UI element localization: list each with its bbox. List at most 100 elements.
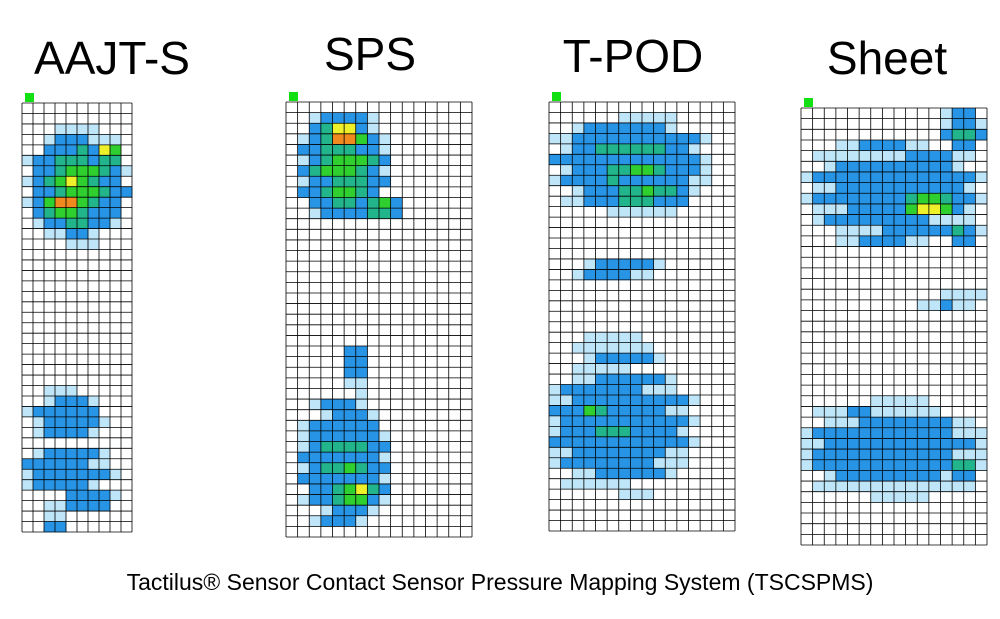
pressure-cell [676,394,689,406]
pressure-cell [653,196,666,207]
pressure-cell [344,409,357,421]
pressure-cell [870,427,883,439]
pressure-cell [905,225,918,237]
pressure-cell [630,154,643,166]
pressure-cell [859,139,872,151]
pressure-cell [618,436,631,448]
pressure-cell [642,143,654,155]
pressure-cell [344,483,357,495]
pressure-cell [894,406,906,418]
pressure-cell [630,394,643,406]
pressure-cell [355,441,368,453]
pressure-cell [928,427,941,439]
panel-title: SPS [324,28,416,80]
pressure-cell [66,469,78,480]
pressure-cell [812,427,825,439]
pressure-cell [99,448,111,460]
pressure-cell [572,447,585,459]
pressure-cell [583,133,596,145]
pressure-cell [88,155,100,167]
pressure-cell [952,235,965,247]
pressure-cell [55,207,67,219]
pressure-cell [367,208,380,220]
pressure-cell [824,427,837,439]
pressure-cell [99,207,111,219]
pressure-cell [905,395,918,407]
pressure-cell [847,470,860,482]
pressure-cell [688,415,701,427]
pressure-cell [665,457,678,469]
caption: Tactilus® Sensor Contact Sensor Pressure… [127,569,874,595]
pressure-cell [309,515,322,527]
pressure-cell [824,438,837,450]
pressure-cell [653,133,666,145]
pressure-cell [665,426,678,438]
pressure-cell [653,384,666,396]
pressure-cell [894,438,906,450]
pressure-cell [859,171,872,183]
pressure-cell [320,494,333,506]
pressure-cell [88,134,100,146]
pressure-cell [77,134,89,146]
pressure-cell [88,416,100,428]
pressure-cell [572,478,585,490]
pressure-cell [595,122,608,134]
pressure-cell [66,385,78,397]
pressure-cell [332,208,345,220]
pressure-cell [618,457,631,469]
pressure-cell [812,171,825,183]
pressure-cell [688,436,701,448]
pressure-cell [801,438,813,450]
pressure-cell [44,165,56,177]
pressure-cell [870,171,883,183]
pressure-cell [309,155,322,166]
pressure-cell [870,139,883,151]
pressure-cell [367,155,380,166]
pressure-cell [894,161,906,173]
pressure-cell [595,363,608,375]
pressure-cell [917,395,930,407]
pressure-cell [928,406,941,418]
pressure-cell [55,134,67,146]
pressure-cell [642,196,654,207]
pressure-cell [665,133,678,145]
pressure-cell [607,405,620,417]
pressure-cell [905,491,918,503]
pressure-cell [607,478,620,490]
pressure-cell [44,521,56,533]
pressure-cell [320,473,333,485]
pressure-cell [642,415,654,427]
pressure-cell [560,457,573,469]
pressure-cell [940,161,953,173]
pressure-cell [618,384,631,396]
pressure-cell [952,449,965,461]
pressure-cell [882,193,895,205]
pressure-cell [22,469,34,480]
pressure-cell [653,175,666,187]
pressure-cell [549,154,561,166]
pressure-cell [355,409,368,421]
pressure-cell [618,342,631,354]
pressure-cell [905,161,918,173]
pressure-cell [367,494,380,506]
pressure-cell [676,185,689,197]
pressure-cell [940,108,953,119]
pressure-cell [344,144,357,156]
pressure-cell [320,409,333,421]
pressure-cell [309,473,322,485]
pressure-cell [665,374,678,385]
pressure-cell [44,144,56,156]
pressure-map [285,92,473,538]
pressure-cell [55,123,67,135]
pressure-cell [700,154,713,166]
pressure-cell [952,161,965,173]
pressure-cell [630,185,643,197]
pressure-cell [975,171,988,183]
pressure-cell [367,420,380,432]
pressure-cell [812,214,825,226]
pressure-cell [952,427,965,439]
pressure-cell [99,218,111,229]
pressure-cell [642,374,654,385]
pressure-cell [975,459,988,471]
pressure-cell [572,133,585,145]
